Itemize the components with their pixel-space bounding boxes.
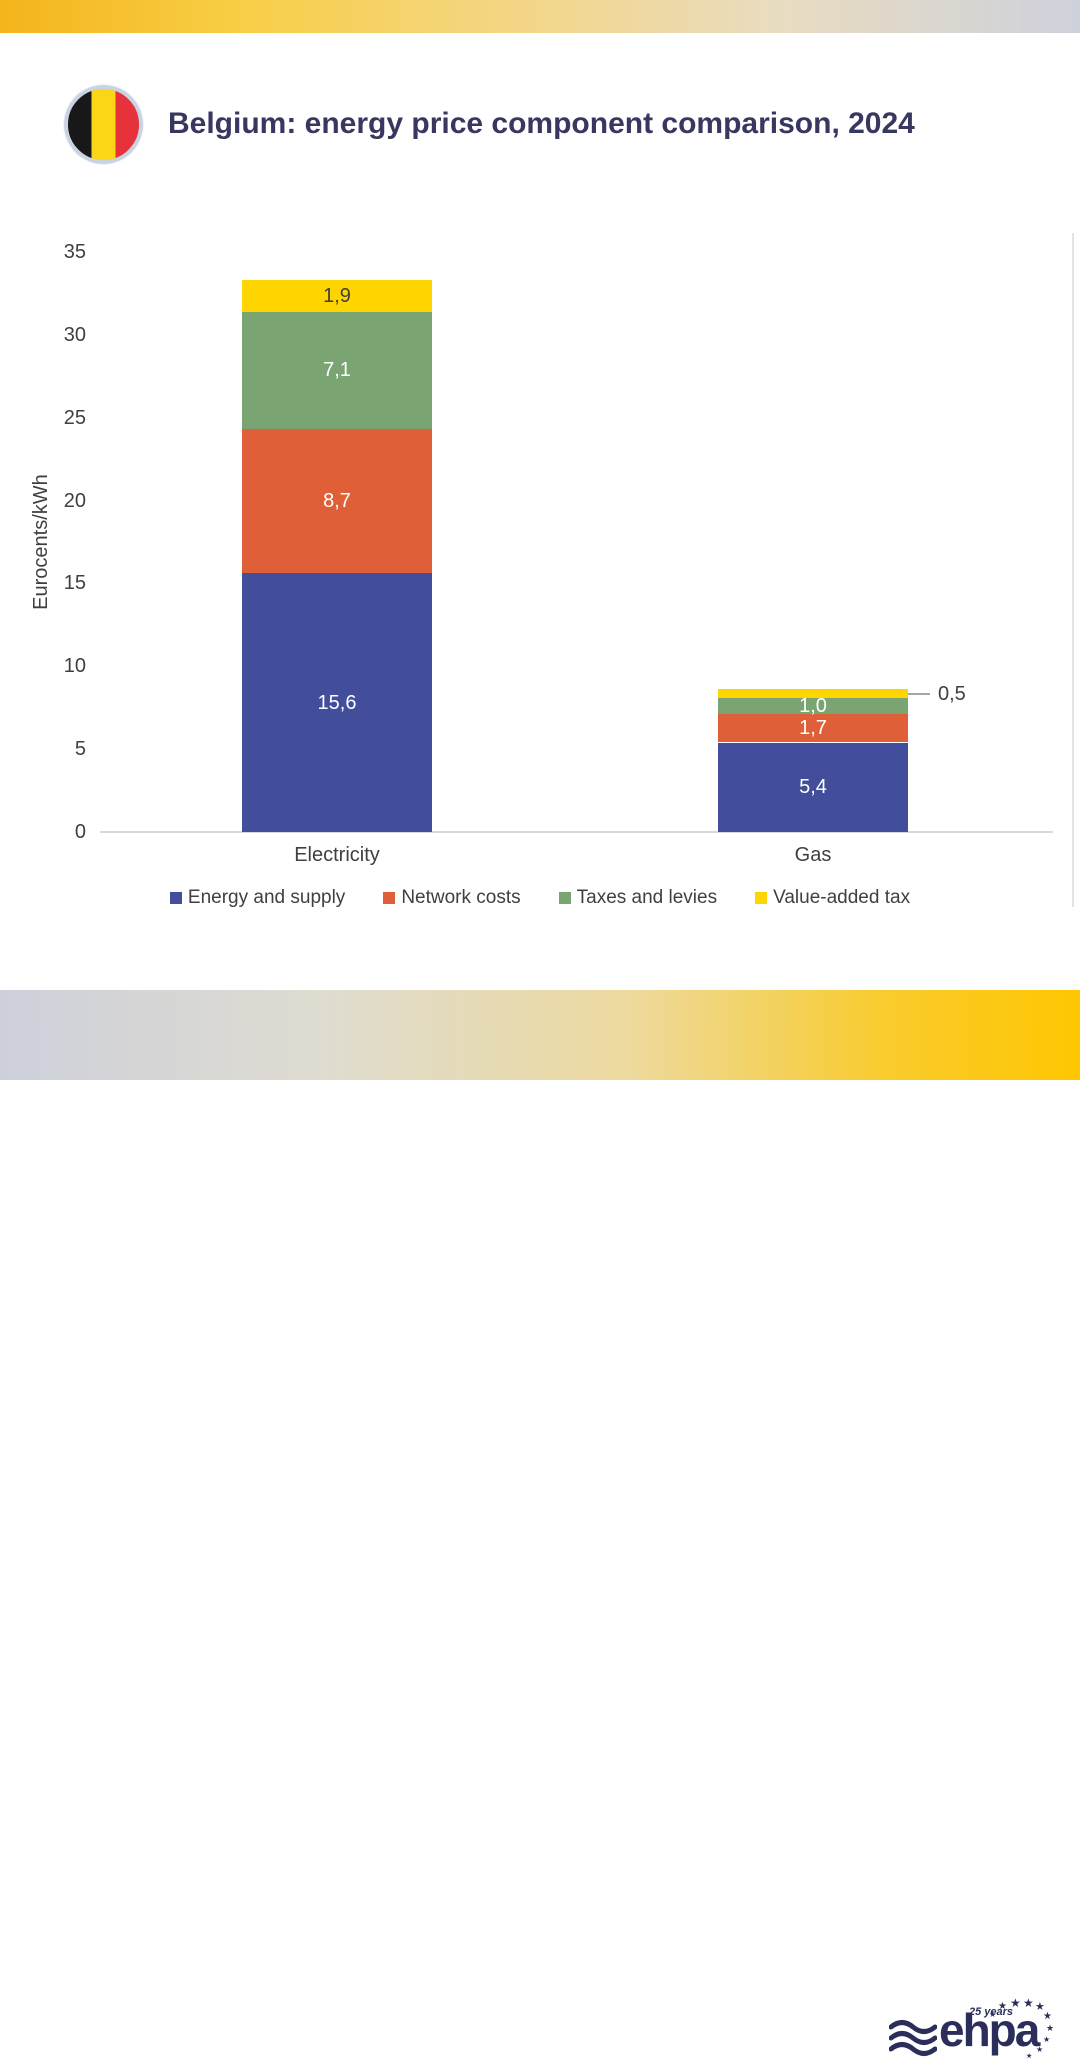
bar-segment-value-added-tax	[718, 689, 908, 698]
y-tick-label: 10	[63, 655, 86, 678]
legend-item-value-added-tax: Value-added tax	[755, 887, 910, 909]
callout-value-label: 0,5	[938, 682, 966, 705]
y-tick-label: 0	[74, 821, 86, 843]
star-icon: ★	[989, 2010, 997, 2019]
page-title: Belgium: energy price component comparis…	[168, 107, 915, 140]
chart-right-border	[1072, 233, 1074, 907]
star-icon: ★	[1046, 2023, 1055, 2033]
legend-swatch-icon	[755, 892, 768, 904]
star-icon: ★	[1036, 2045, 1044, 2054]
segment-value-label: 1,7	[799, 717, 827, 740]
legend-label: Network costs	[401, 887, 521, 908]
legend-label: Energy and supply	[187, 887, 346, 908]
segment-value-label: 5,4	[799, 776, 827, 799]
legend-label: Taxes and levies	[576, 887, 718, 908]
bar-segment-energy-and-supply: 5,4	[718, 742, 908, 832]
x-category-label: Electricity	[294, 844, 380, 866]
stacked-bar-chart: Eurocents/kWh 0 5 10 15 20 25 30 35 15,6 8,7 7,1 1,…	[30, 233, 1074, 907]
y-tick-label: 25	[63, 406, 86, 429]
y-axis-title: Eurocents/kWh	[30, 474, 52, 610]
x-axis-line	[100, 831, 1053, 833]
legend-swatch-icon	[169, 892, 182, 904]
bar-segment-network-costs: 8,7	[242, 429, 432, 574]
legend-label: Value-added tax	[773, 887, 911, 908]
legend-item-taxes-and-levies: Taxes and levies	[558, 887, 718, 909]
belgium-flag-icon	[64, 85, 143, 164]
bar-segment-value-added-tax: 1,9	[242, 280, 432, 312]
bottom-gradient-band: ehpa 25 years ★ ★ ★ ★ ★ ★ ★ ★ ★ ★	[0, 990, 1080, 2060]
legend-item-energy-and-supply: Energy and supply	[169, 887, 346, 909]
legend-swatch-icon	[558, 892, 571, 904]
bar-segment-energy-and-supply: 15,6	[242, 573, 432, 832]
segment-value-label: 1,9	[323, 284, 351, 307]
y-tick-label: 20	[63, 489, 86, 512]
waves-icon	[889, 2020, 937, 2056]
y-tick-label: 35	[63, 241, 86, 263]
y-tick-label: 5	[74, 738, 86, 761]
bar-segment-network-costs: 1,7	[718, 714, 908, 743]
legend-swatch-icon	[383, 892, 396, 904]
star-icon: ★	[1026, 2053, 1033, 2060]
y-tick-label: 30	[63, 323, 86, 346]
segment-value-label: 8,7	[323, 490, 351, 513]
top-gradient-band	[0, 0, 1080, 33]
star-icon: ★	[1043, 2011, 1052, 2022]
legend-item-network-costs: Network costs	[383, 887, 521, 909]
star-icon: ★	[1023, 1996, 1034, 2010]
bar-segment-taxes-and-levies: 7,1	[242, 311, 432, 430]
callout-line	[908, 692, 930, 695]
segment-value-label: 15,6	[317, 691, 357, 714]
star-icon: ★	[1043, 2035, 1051, 2044]
segment-value-label: 1,0	[799, 695, 827, 718]
y-tick-label: 15	[63, 572, 86, 595]
x-category-label: Gas	[794, 844, 832, 866]
bar-segment-taxes-and-levies: 1,0	[718, 695, 908, 718]
star-icon: ★	[998, 2001, 1007, 2012]
chart-legend: Energy and supply Network costs Taxes and …	[0, 884, 1080, 912]
segment-value-label: 7,1	[323, 359, 351, 382]
ehpa-logo: ehpa 25 years ★ ★ ★ ★ ★ ★ ★ ★ ★ ★	[885, 1993, 1060, 2065]
star-icon: ★	[1010, 1996, 1021, 2010]
